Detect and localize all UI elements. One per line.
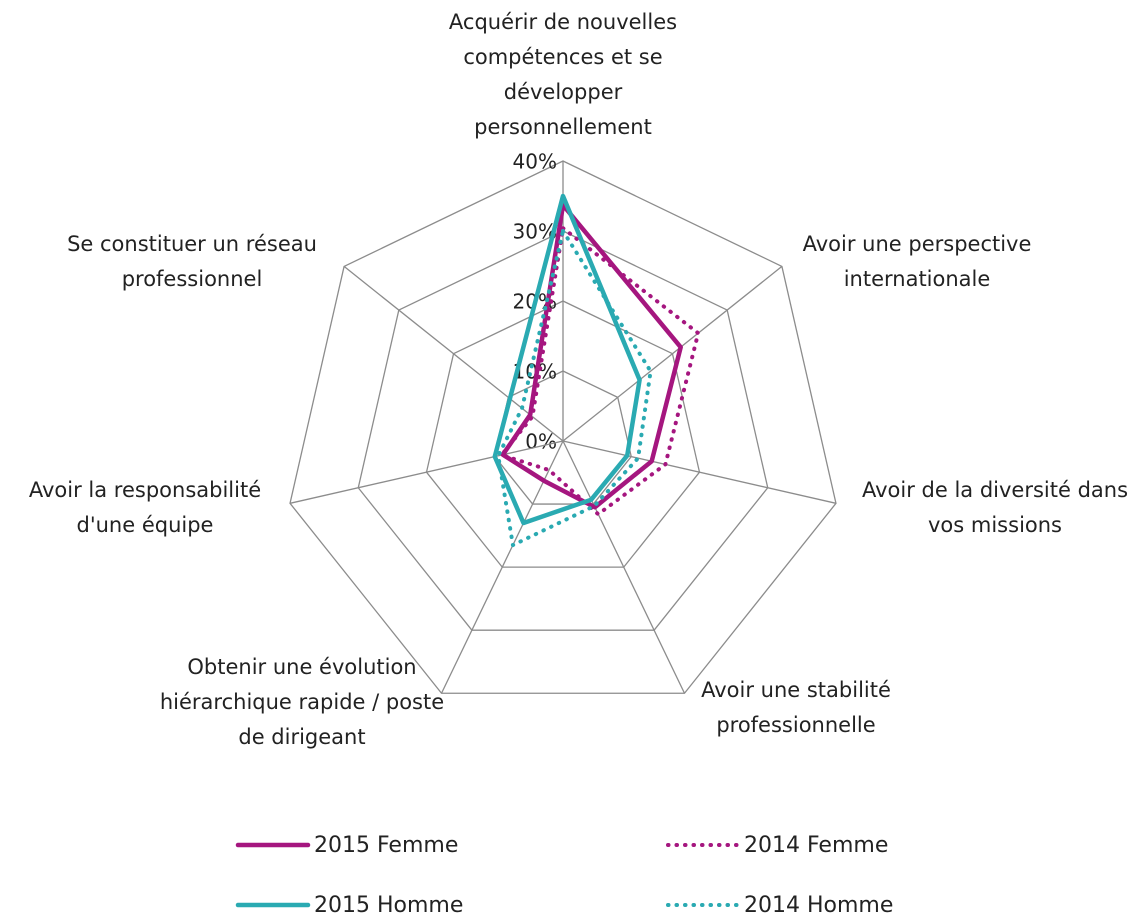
tick-label: 40% xyxy=(513,150,557,174)
legend-label: 2014 Femme xyxy=(744,833,888,858)
spoke xyxy=(562,265,783,442)
category-label: Avoir une perspective internationale xyxy=(802,232,1032,291)
spoke xyxy=(562,440,686,694)
series-line xyxy=(496,229,653,548)
legend-label: 2014 Homme xyxy=(744,893,893,918)
series-line xyxy=(492,193,642,526)
spoke xyxy=(562,440,837,504)
grid-ring xyxy=(357,230,769,631)
legend-label: 2015 Femme xyxy=(314,833,458,858)
grid-ring xyxy=(289,160,837,694)
series-line xyxy=(499,226,701,517)
category-label: Avoir une stabilité professionnelle xyxy=(701,678,891,737)
category-label: Avoir la responsabilité d'une équipe xyxy=(28,478,262,537)
category-label: Se constituer un réseau professionnel xyxy=(67,232,317,291)
series-line xyxy=(500,202,683,510)
spoke xyxy=(289,440,564,504)
category-label: Acquérir de nouvelles compétences et se … xyxy=(448,10,678,139)
spoke xyxy=(343,265,564,442)
grid-ring xyxy=(425,300,701,568)
category-label: Obtenir une évolution hiérarchique rapid… xyxy=(159,655,445,749)
category-label: Avoir de la diversité dans vos missions xyxy=(861,478,1129,537)
legend-label: 2015 Homme xyxy=(314,893,463,918)
tick-label: 0% xyxy=(525,430,557,454)
spoke xyxy=(440,440,564,694)
